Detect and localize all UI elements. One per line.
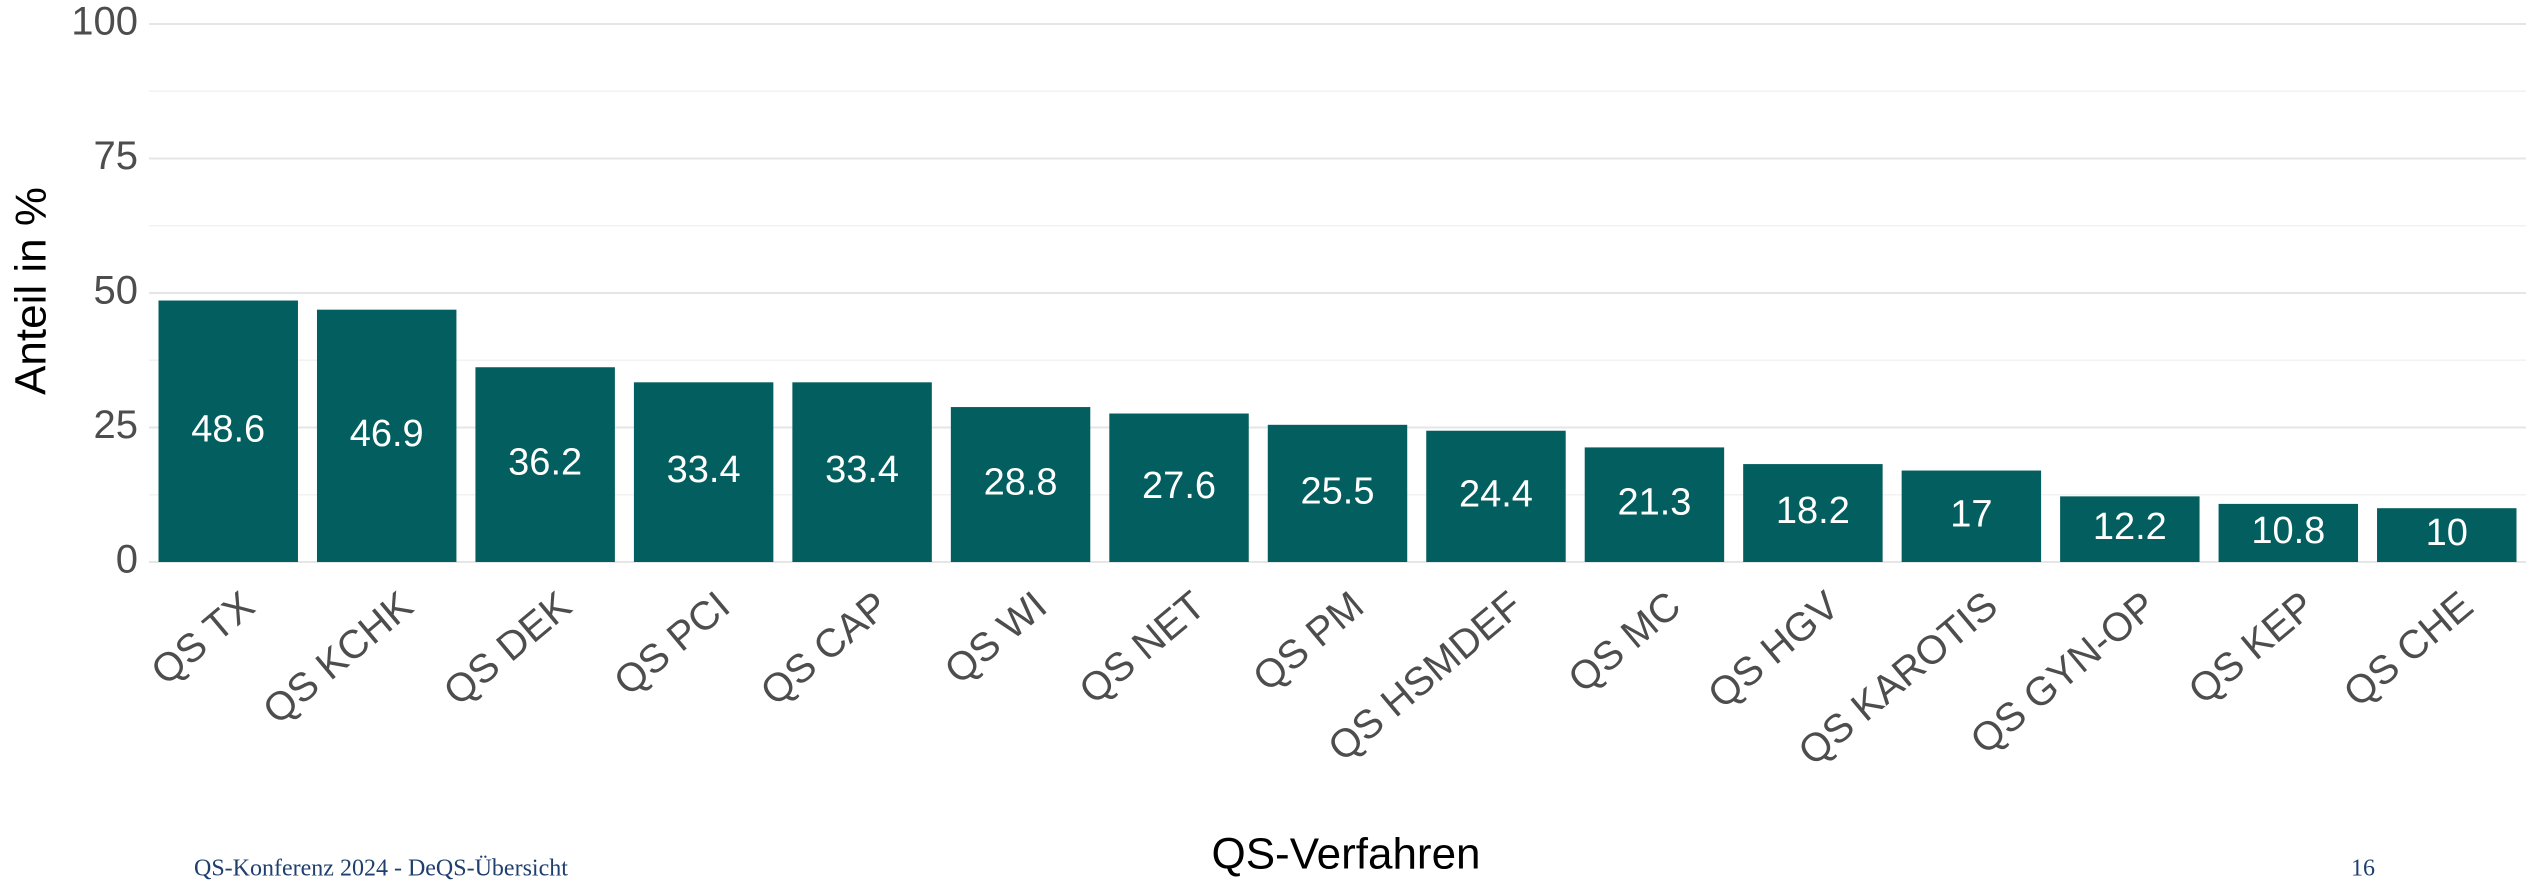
- value-label: 12.2: [2093, 506, 2167, 548]
- y-tick-label: 50: [94, 269, 139, 313]
- bar: [475, 367, 615, 562]
- bar: [1584, 447, 1725, 562]
- x-tick-label: QS CHE: [2336, 583, 2482, 715]
- value-label: 36.2: [508, 442, 582, 484]
- y-tick-label: 75: [94, 134, 139, 178]
- x-tick-label: QS PM: [1245, 583, 1372, 700]
- value-label: 10: [2426, 512, 2468, 554]
- bar: [316, 309, 457, 562]
- value-label: 48.6: [191, 408, 265, 450]
- bar: [950, 407, 1091, 562]
- value-label: 33.4: [667, 449, 741, 491]
- page-number: 16: [2351, 856, 2375, 880]
- value-label: 10.8: [2251, 510, 2325, 552]
- bar: [633, 382, 774, 562]
- bar: [2377, 508, 2517, 562]
- value-label: 17: [1950, 493, 1992, 535]
- x-tick-label: QS MC: [1560, 583, 1689, 701]
- y-tick-label: 0: [116, 538, 138, 582]
- bar: [1743, 464, 1883, 562]
- value-label: 33.4: [825, 449, 899, 491]
- value-label: 18.2: [1776, 490, 1850, 532]
- x-tick-label: QS CAP: [753, 583, 897, 714]
- bar: [158, 300, 298, 562]
- x-tick-label: QS HGV: [1700, 583, 1848, 717]
- footer: QS-Konferenz 2024 - DeQS-Übersicht: [194, 856, 568, 880]
- x-tick-label: QS WI: [937, 583, 1056, 692]
- y-tick-label: 100: [71, 0, 138, 44]
- x-tick-label: QS KEP: [2180, 583, 2322, 712]
- value-label: 27.6: [1142, 465, 1216, 507]
- bar: [2060, 496, 2200, 562]
- y-tick-label: 25: [94, 403, 139, 447]
- bar: [792, 382, 932, 562]
- bar: [1267, 424, 1408, 562]
- bar: [1109, 413, 1249, 562]
- bar: [1426, 430, 1566, 562]
- value-label: 28.8: [984, 462, 1058, 504]
- value-label: 24.4: [1459, 473, 1533, 515]
- x-tick-label: QS TX: [143, 583, 263, 693]
- x-tick-label: QS KCHK: [255, 583, 421, 733]
- bar: [2218, 503, 2359, 562]
- x-axis-title: QS-Verfahren: [1211, 830, 1480, 879]
- x-tick-label: QS DEK: [436, 583, 580, 714]
- x-tick-label: QS NET: [1071, 583, 1213, 712]
- bar: [1901, 470, 2042, 562]
- value-label: 21.3: [1617, 482, 1691, 524]
- value-label: 46.9: [350, 413, 424, 455]
- x-tick-label: QS PCI: [606, 583, 738, 704]
- value-label: 25.5: [1301, 470, 1375, 512]
- y-axis-title: Anteil in %: [7, 187, 56, 395]
